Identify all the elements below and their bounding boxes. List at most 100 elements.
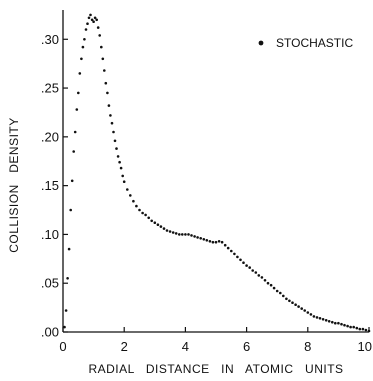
- data-point: [168, 230, 172, 233]
- data-point: [75, 108, 79, 111]
- data-point: [110, 121, 114, 125]
- data-point: [352, 325, 356, 329]
- data-point: [233, 252, 236, 256]
- data-point: [64, 309, 68, 312]
- data-point: [217, 240, 221, 243]
- data-point: [318, 317, 322, 320]
- data-point: [205, 239, 209, 242]
- data-point: [288, 299, 291, 303]
- data-point: [83, 38, 86, 41]
- data-point: [315, 316, 319, 319]
- data-point: [193, 235, 196, 238]
- y-tick-label: .05: [41, 276, 59, 291]
- data-point: [239, 258, 242, 262]
- data-point: [132, 199, 135, 203]
- x-tick-label: 0: [59, 339, 66, 354]
- data-point: [321, 318, 325, 321]
- data-point: [282, 294, 285, 298]
- data-point: [101, 57, 105, 61]
- data-point: [272, 286, 276, 290]
- data-point: [248, 266, 251, 269]
- data-point: [324, 319, 328, 322]
- data-point: [312, 315, 316, 318]
- legend-label-stochastic: STOCHASTIC: [276, 36, 353, 50]
- data-point: [254, 271, 258, 274]
- data-point: [141, 211, 144, 215]
- data-point: [107, 104, 111, 107]
- data-point: [69, 208, 72, 212]
- data-point: [242, 261, 245, 265]
- data-point: [174, 232, 178, 235]
- data-point: [257, 274, 261, 277]
- data-point: [263, 279, 267, 282]
- data-point: [181, 233, 184, 236]
- data-point: [144, 213, 147, 217]
- data-point: [84, 28, 88, 31]
- data-point: [159, 225, 163, 228]
- data-point: [236, 255, 239, 259]
- data-point: [279, 291, 282, 295]
- data-point: [285, 297, 288, 301]
- data-point: [300, 307, 304, 310]
- x-tick-label: 4: [182, 339, 189, 354]
- data-point: [92, 20, 95, 24]
- data-point: [121, 174, 124, 178]
- data-point: [266, 281, 270, 285]
- data-point: [343, 323, 346, 327]
- data-point: [187, 233, 190, 236]
- x-ticks: 0 2 4 6 8 10: [59, 327, 372, 354]
- data-point: [251, 269, 254, 272]
- data-point: [106, 91, 109, 95]
- data-point: [199, 237, 202, 240]
- legend: STOCHASTIC: [258, 36, 353, 50]
- data-point: [73, 130, 77, 134]
- data-point: [80, 57, 83, 61]
- data-point: [63, 325, 66, 329]
- data-point: [156, 223, 160, 226]
- data-point: [306, 311, 310, 314]
- x-tick-label: 8: [304, 339, 311, 354]
- data-point: [66, 277, 69, 280]
- data-point: [349, 325, 352, 329]
- data-point: [81, 45, 85, 49]
- data-point: [135, 204, 138, 208]
- data-point: [361, 327, 365, 331]
- data-point: [171, 231, 175, 234]
- data-point: [100, 45, 103, 49]
- data-point: [190, 234, 193, 237]
- data-point: [115, 147, 118, 150]
- data-point: [245, 264, 248, 267]
- data-point: [93, 16, 97, 20]
- data-point: [196, 236, 199, 239]
- data-point: [211, 240, 215, 244]
- data-point: [153, 221, 157, 224]
- data-point: [96, 26, 100, 29]
- y-axis-label: COLLISION DENSITY: [7, 117, 21, 253]
- data-point: [126, 188, 129, 191]
- data-point: [89, 13, 92, 17]
- data-point: [297, 305, 300, 308]
- data-point: [150, 219, 153, 223]
- data-point: [303, 309, 307, 312]
- data-point: [275, 289, 279, 293]
- data-point: [109, 114, 112, 117]
- data-point: [98, 34, 101, 37]
- data-point: [116, 155, 120, 158]
- data-point: [162, 227, 166, 230]
- y-tick-label: .20: [41, 129, 59, 144]
- data-point: [327, 320, 331, 323]
- data-point: [103, 69, 106, 72]
- data-point: [138, 208, 141, 212]
- data-point: [129, 194, 132, 197]
- data-point: [358, 327, 362, 331]
- data-point: [340, 322, 343, 326]
- data-point: [95, 18, 98, 22]
- data-point: [202, 238, 206, 241]
- data-point: [367, 329, 371, 333]
- data-point: [223, 243, 227, 247]
- y-ticks: .00 .05 .10 .15 .20 .25 .30: [41, 32, 68, 340]
- stochastic-series: [63, 13, 371, 333]
- data-point: [77, 91, 80, 95]
- data-point: [178, 233, 181, 236]
